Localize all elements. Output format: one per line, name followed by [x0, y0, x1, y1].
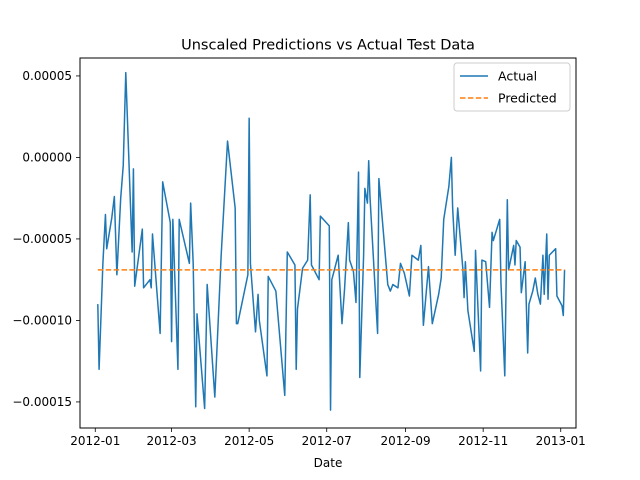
legend-predicted-label: Predicted	[498, 91, 557, 106]
legend-box	[453, 62, 571, 112]
x-tick-label: 2012-07	[302, 434, 352, 448]
y-axis: 0.00005 0.00000 −0.00005 −0.00010 −0.00015	[12, 69, 80, 409]
y-tick-label: 0.00005	[22, 69, 72, 83]
legend-actual-label: Actual	[498, 69, 537, 84]
y-tick-label: −0.00005	[12, 232, 72, 246]
legend: Actual Predicted	[453, 62, 571, 112]
x-tick-label: 2012-03	[146, 434, 196, 448]
y-tick-label: 0.00000	[22, 151, 72, 165]
series-line-actual	[97, 71, 566, 411]
y-tick-label: −0.00010	[12, 314, 72, 328]
y-tick-label: −0.00015	[12, 395, 72, 409]
x-tick-label: 2013-01	[536, 434, 586, 448]
x-tick-label: 2012-01	[70, 434, 120, 448]
axes-frame	[79, 57, 577, 429]
x-axis: 2012-01 2012-03 2012-05 2012-07 2012-09 2012-…	[70, 428, 586, 448]
x-axis-title: Date	[314, 456, 343, 470]
x-tick-label: 2012-09	[381, 434, 431, 448]
x-tick-label: 2012-11	[458, 434, 508, 448]
x-tick-label: 2012-05	[224, 434, 274, 448]
chart-title: Unscaled Predictions vs Actual Test Data	[181, 38, 475, 54]
plot-area	[97, 71, 566, 411]
